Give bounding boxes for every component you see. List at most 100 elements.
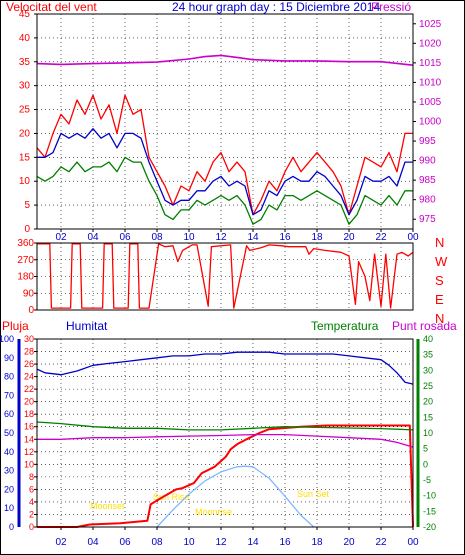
humidity-tick-label: 50 (4, 428, 14, 438)
panel2-border (36, 242, 414, 311)
rain-tick-label: 18 (24, 409, 34, 419)
x-tick-label: 00 (407, 537, 419, 548)
x-tick-label: 12 (215, 232, 227, 243)
wind-speed-tick-label: 40 (19, 33, 31, 44)
wind-dir-label-north-top: N (435, 235, 444, 250)
dew-series-line (37, 433, 414, 448)
temperature-tick-label: 15 (423, 412, 433, 422)
rain-label: Pluja (2, 319, 29, 333)
pressure-tick-label: 1005 (419, 97, 442, 108)
pressure-tick-label: 975 (419, 214, 436, 225)
temperature-tick-label: 25 (423, 381, 433, 391)
sunset-label: Sun Set (297, 489, 330, 499)
x-tick-label: 10 (183, 232, 195, 243)
pressure-tick-label: 985 (419, 175, 436, 186)
x-tick-label: 18 (311, 537, 323, 548)
temperature-tick-label: -10 (423, 491, 436, 501)
temperature-tick-label: 20 (423, 397, 433, 407)
x-tick-label: 08 (151, 232, 163, 243)
dew-point-label: Punt rosada (392, 319, 457, 333)
x-tick-label: 14 (247, 232, 259, 243)
rain-series-line (37, 424, 414, 528)
rain-tick-label: 24 (24, 372, 34, 382)
temperature-tick-label: 40 (423, 334, 433, 344)
wind-dir-tick-label: 180 (17, 272, 34, 283)
x-tick-label: 12 (215, 537, 227, 548)
pressure-tick-label: 1015 (419, 58, 442, 69)
temperature-tick-label: 5 (423, 444, 428, 454)
rain-tick-label: 12 (24, 447, 34, 457)
wind-dir-label-east: E (435, 292, 444, 307)
wind-speed-tick-label: 15 (19, 152, 31, 163)
wind-speed-tick-label: 20 (19, 128, 31, 139)
x-tick-label: 22 (375, 537, 387, 548)
humidity-tick-label: 20 (4, 484, 14, 494)
humidity-series-line (36, 351, 414, 385)
rain-tick-label: 0 (29, 522, 34, 532)
wind-dir-label-north-bottom: N (435, 311, 444, 326)
x-tick-label: 04 (87, 232, 99, 243)
x-tick-label: 00 (407, 232, 419, 243)
rain-tick-label: 26 (24, 359, 34, 369)
pressure-tick-label: 1000 (419, 117, 442, 128)
x-tick-label: 22 (375, 232, 387, 243)
x-tick-label: 14 (247, 537, 259, 548)
pressure-label: Pressió (371, 0, 411, 14)
temperature-tick-label: 10 (423, 428, 433, 438)
rain-tick-label: 30 (24, 334, 34, 344)
pressure-tick-label: 1020 (419, 38, 442, 49)
rain-tick-label: 4 (29, 497, 34, 507)
wind-speed-tick-label: 0 (24, 224, 30, 235)
temperature-tick-label: -5 (423, 475, 431, 485)
temperature-label: Temperatura (311, 319, 379, 333)
pressure-tick-label: 995 (419, 136, 436, 147)
rain-tick-label: 22 (24, 384, 34, 394)
sunrise-label: Sun Rise (153, 492, 190, 502)
wind-speed-tick-label: 45 (19, 9, 31, 20)
wind-speed-tick-label: 30 (19, 81, 31, 92)
moonset-label: Moonset (90, 501, 125, 511)
humidity-tick-label: 30 (4, 466, 14, 476)
pressure-series-line (36, 54, 414, 66)
speed-series-line (37, 128, 413, 216)
rain-tick-label: 20 (24, 397, 34, 407)
x-tick-label: 18 (311, 232, 323, 243)
x-tick-label: 06 (119, 232, 131, 243)
sunpath-series-line (156, 465, 315, 528)
x-tick-label: 16 (279, 232, 291, 243)
humidity-tick-label: 80 (4, 372, 14, 382)
avg-series-line (36, 156, 413, 225)
panel1-border (36, 13, 414, 230)
gust-series-line (36, 94, 413, 216)
temperature-series-line (36, 421, 414, 431)
humidity-tick-label: 0 (9, 522, 14, 532)
pressure-tick-label: 1010 (419, 77, 442, 88)
wind-speed-tick-label: 5 (24, 200, 30, 211)
x-tick-label: 10 (183, 537, 195, 548)
rain-tick-label: 28 (24, 347, 34, 357)
wind-dir-tick-label: 90 (23, 288, 35, 299)
temperature-tick-label: 35 (423, 350, 433, 360)
humidity-tick-label: 100 (0, 334, 14, 344)
rain-tick-label: 8 (29, 472, 34, 482)
wind-speed-tick-label: 35 (19, 57, 31, 68)
x-tick-label: 02 (55, 232, 67, 243)
humidity-tick-label: 10 (4, 503, 14, 513)
wind-dir-label-west: W (435, 254, 448, 269)
humidity-tick-label: 40 (4, 447, 14, 457)
pressure-tick-label: 980 (419, 195, 436, 206)
pressure-tick-label: 1025 (419, 19, 442, 30)
wind-direction-series-line (37, 243, 414, 309)
x-tick-label: 06 (119, 537, 131, 548)
temperature-tick-label: -20 (423, 522, 436, 532)
x-tick-label: 20 (343, 232, 355, 243)
x-tick-label: 20 (343, 537, 355, 548)
x-tick-label: 16 (279, 537, 291, 548)
rain-tick-label: 6 (29, 484, 34, 494)
x-tick-label: 02 (55, 537, 67, 548)
humidity-tick-label: 60 (4, 409, 14, 419)
temperature-tick-label: 30 (423, 365, 433, 375)
humidity-tick-label: 70 (4, 390, 14, 400)
rain-tick-label: 2 (29, 509, 34, 519)
